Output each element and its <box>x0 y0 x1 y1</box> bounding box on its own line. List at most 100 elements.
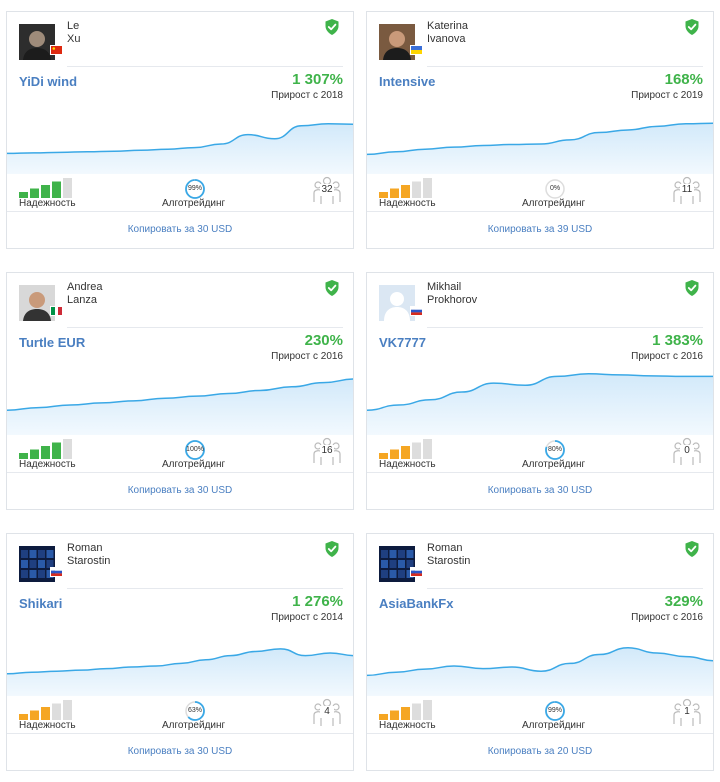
author-name[interactable]: Mikhail Prokhorov <box>427 281 477 307</box>
signal-name-link[interactable]: Shikari <box>19 596 63 611</box>
chart-area <box>7 648 353 696</box>
copy-button[interactable]: Копировать за 20 USD <box>487 746 593 757</box>
subscribers-count: 32 <box>320 184 334 196</box>
growth-chart <box>7 369 353 435</box>
avatar[interactable] <box>379 24 415 60</box>
growth-percent: 230% <box>304 332 343 349</box>
reliability-bar <box>30 710 39 720</box>
author-first-name: Mikhail <box>427 281 462 293</box>
chart-line <box>7 378 353 411</box>
divider <box>427 66 703 67</box>
reliability-bar <box>423 439 432 459</box>
reliability-bars <box>379 178 435 198</box>
reliability-bars <box>19 178 75 198</box>
card-footer: Копировать за 30 USD <box>367 472 713 509</box>
reliability-label: Надежность <box>19 459 76 470</box>
reliability-bar <box>390 449 399 459</box>
author-first-name: Le <box>67 20 80 32</box>
chart-line <box>367 373 713 411</box>
chart-area <box>7 379 353 435</box>
author-first-name: Roman <box>427 542 463 554</box>
signal-name-link[interactable]: Turtle EUR <box>19 335 86 350</box>
avatar[interactable] <box>19 24 55 60</box>
algotrading-label: Алготрейдинг <box>162 459 226 470</box>
signal-name-link[interactable]: Intensive <box>379 74 436 89</box>
card-footer: Копировать за 30 USD <box>7 733 353 770</box>
growth-since-label: Прирост с 2014 <box>271 612 343 623</box>
reliability-bar <box>41 707 50 720</box>
author-name[interactable]: Roman Starostin <box>67 542 110 568</box>
subscribers-indicator: 0 <box>672 437 702 467</box>
signal-card[interactable]: Andrea Lanza Turtle EUR 230% Прирост с 2… <box>6 272 354 510</box>
reliability-bar <box>63 439 72 459</box>
chart-area <box>367 123 713 174</box>
reliability-bar <box>41 446 50 459</box>
author-name[interactable]: Le Xu <box>67 20 80 46</box>
verified-shield-icon <box>325 541 339 557</box>
growth-since-label: Прирост с 2019 <box>631 90 703 101</box>
subscribers-indicator: 4 <box>312 698 342 728</box>
subscribers-count: 0 <box>680 445 694 457</box>
growth-chart <box>7 630 353 696</box>
chart-line <box>7 648 353 675</box>
author-name[interactable]: Katerina Ivanova <box>427 20 468 46</box>
reliability-bars <box>379 439 435 459</box>
copy-button[interactable]: Копировать за 30 USD <box>127 485 233 496</box>
avatar[interactable] <box>379 285 415 321</box>
chart-line <box>367 122 713 156</box>
author-last-name: Prokhorov <box>427 294 478 306</box>
algotrading-percent: 99% <box>187 185 202 192</box>
country-flag-icon <box>410 45 423 55</box>
reliability-bar <box>52 703 61 720</box>
author-last-name: Starostin <box>427 555 471 567</box>
author-name[interactable]: Andrea Lanza <box>67 281 102 307</box>
reliability-bar <box>19 192 28 198</box>
reliability-bar <box>52 442 61 459</box>
signal-name-link[interactable]: YiDi wind <box>19 74 78 89</box>
subscribers-count: 4 <box>320 706 334 718</box>
reliability-bar <box>379 714 388 720</box>
verified-shield-icon <box>685 19 699 35</box>
algotrading-ring: 0% <box>544 178 566 200</box>
algotrading-percent: 80% <box>547 446 562 453</box>
growth-percent: 329% <box>664 593 703 610</box>
author-name[interactable]: Roman Starostin <box>427 542 470 568</box>
reliability-bar <box>401 446 410 459</box>
signal-name-link[interactable]: AsiaBankFx <box>379 596 454 611</box>
subscribers-count: 1 <box>680 706 694 718</box>
growth-percent: 168% <box>664 71 703 88</box>
signal-card[interactable]: Le Xu YiDi wind 1 307% Прирост с 2018 На… <box>6 11 354 249</box>
reliability-bar <box>30 188 39 198</box>
reliability-bar <box>52 181 61 198</box>
algotrading-arc <box>545 440 565 460</box>
divider <box>427 327 703 328</box>
algotrading-ring: 63% <box>184 700 206 722</box>
copy-button[interactable]: Копировать за 30 USD <box>487 485 593 496</box>
avatar[interactable] <box>19 546 55 582</box>
signal-card[interactable]: Katerina Ivanova Intensive 168% Прирост … <box>366 11 714 249</box>
reliability-bar <box>19 714 28 720</box>
reliability-bars <box>19 439 75 459</box>
country-flag-icon <box>410 567 423 577</box>
copy-button[interactable]: Копировать за 30 USD <box>127 746 233 757</box>
reliability-bar <box>423 178 432 198</box>
subscribers-indicator: 32 <box>312 176 342 206</box>
signal-card[interactable]: Roman Starostin AsiaBankFx 329% Прирост … <box>366 533 714 771</box>
growth-percent: 1 383% <box>652 332 703 349</box>
author-last-name: Ivanova <box>427 33 466 45</box>
reliability-bar <box>30 449 39 459</box>
reliability-bar <box>379 192 388 198</box>
copy-button[interactable]: Копировать за 30 USD <box>127 224 233 235</box>
reliability-bar <box>390 188 399 198</box>
copy-button[interactable]: Копировать за 39 USD <box>487 224 593 235</box>
algotrading-arc <box>185 701 205 721</box>
avatar[interactable] <box>19 285 55 321</box>
card-footer: Копировать за 20 USD <box>367 733 713 770</box>
reliability-bar <box>412 442 421 459</box>
reliability-bar <box>412 181 421 198</box>
signal-card[interactable]: Mikhail Prokhorov VK7777 1 383% Прирост … <box>366 272 714 510</box>
signal-card[interactable]: Roman Starostin Shikari 1 276% Прирост с… <box>6 533 354 771</box>
algotrading-ring: 80% <box>544 439 566 461</box>
divider <box>427 588 703 589</box>
signal-name-link[interactable]: VK7777 <box>379 335 426 350</box>
